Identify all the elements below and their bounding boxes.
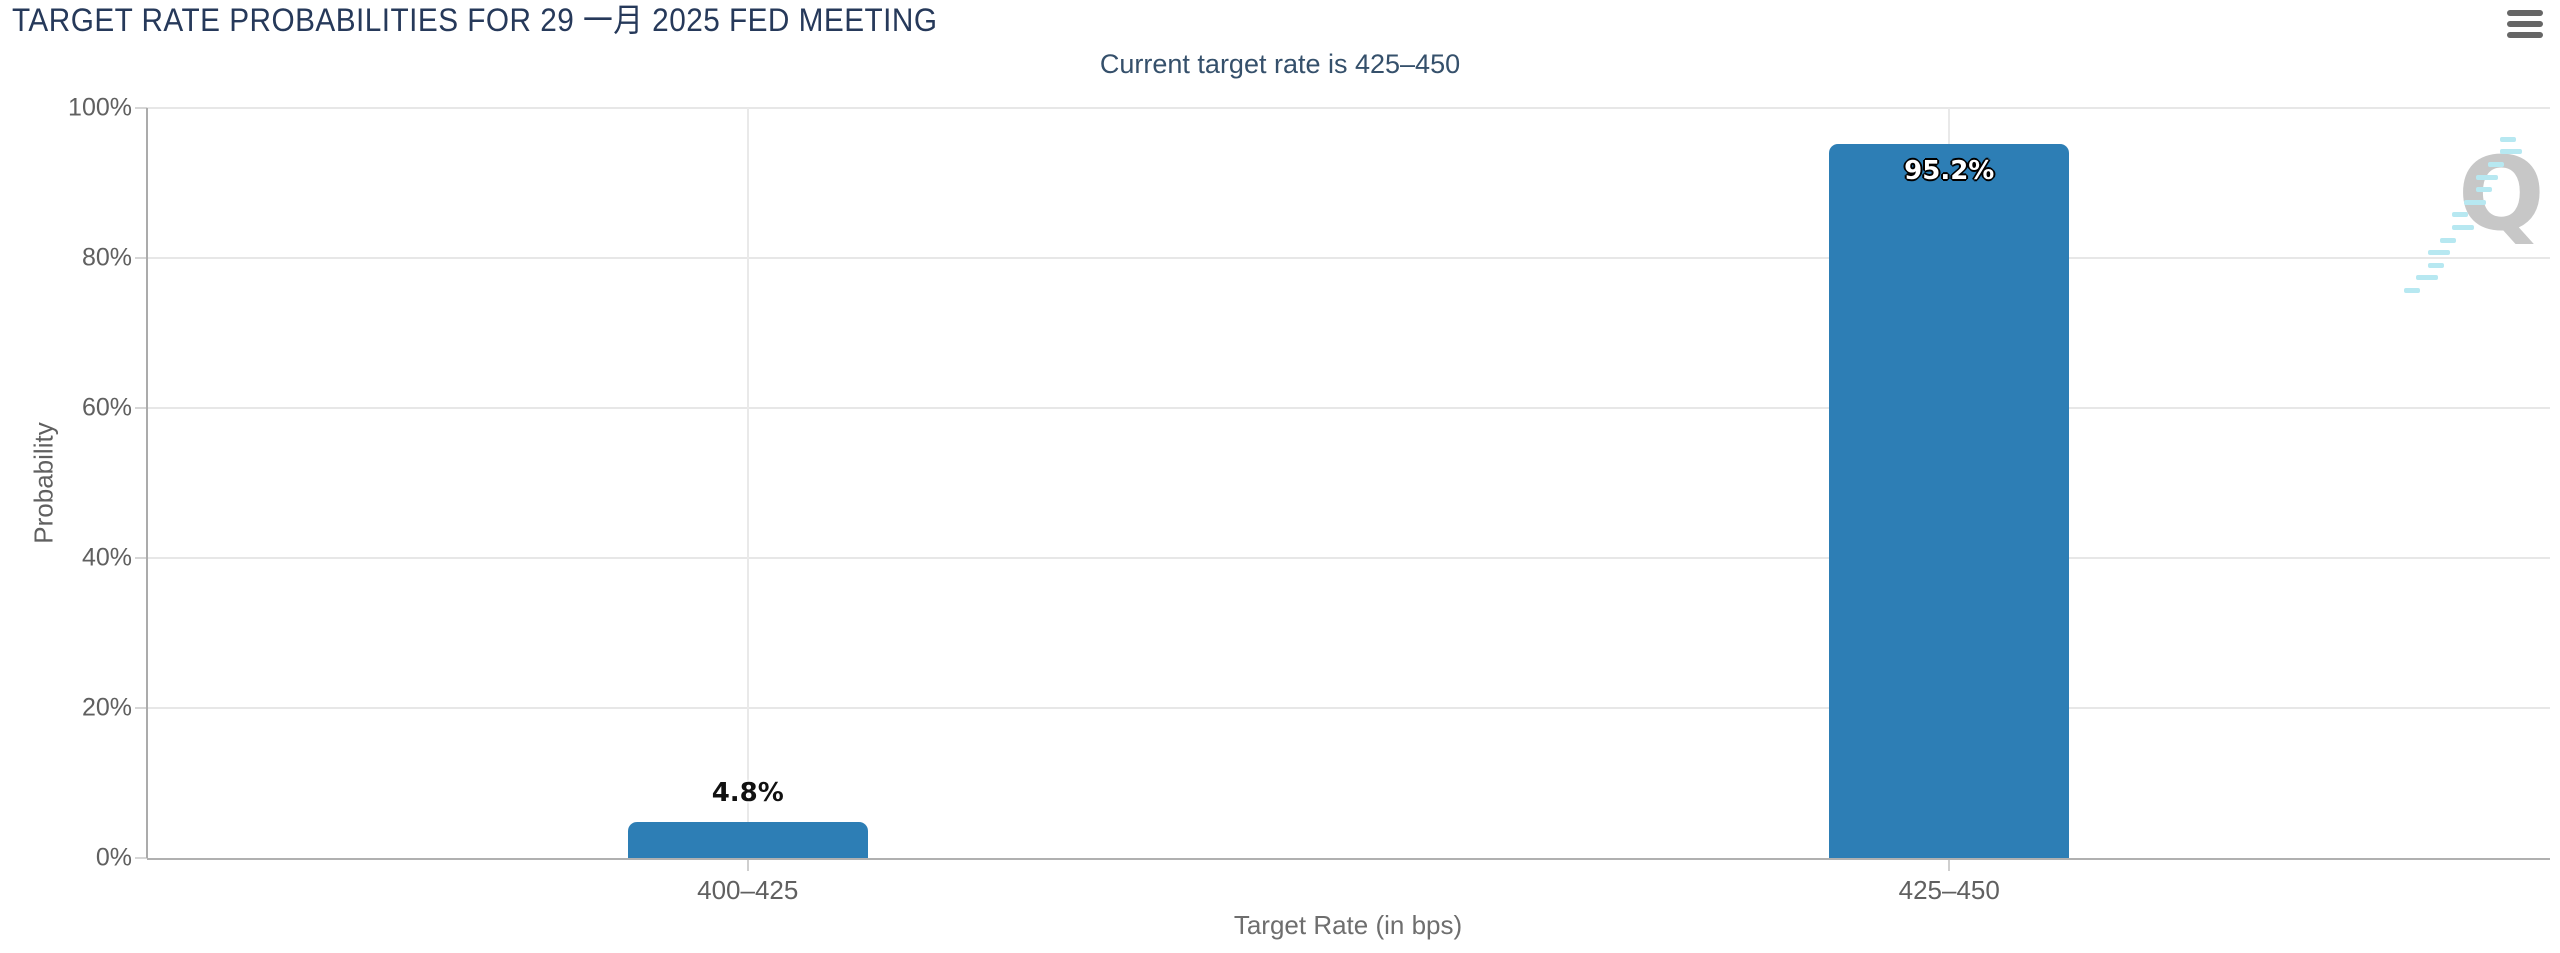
x-axis-line [147, 858, 2550, 860]
gridline-horizontal [147, 557, 2550, 559]
y-axis-tick-label: 100% [68, 93, 132, 122]
bar-value-label: 4.8% [711, 778, 784, 808]
plot-area: 4.8% 95.2% [147, 107, 2550, 858]
y-axis-tick [135, 557, 147, 559]
chart-bar[interactable] [1829, 144, 2070, 858]
y-axis-tick [135, 257, 147, 259]
gridline-horizontal [147, 257, 2550, 259]
x-axis-category-label: 425–450 [1898, 875, 2000, 905]
bar-value-label: 95.2% [1904, 156, 1995, 186]
y-axis-tick-label: 20% [81, 693, 132, 722]
y-axis-tick [135, 707, 147, 709]
y-axis-title: Probability [28, 422, 59, 544]
x-axis-tick [1948, 860, 1951, 871]
chart-subtitle: Current target rate is 425–450 [1099, 49, 1461, 79]
gridline-horizontal [147, 407, 2550, 409]
x-axis-category-label: 400–425 [697, 875, 799, 905]
hamburger-icon [2507, 10, 2543, 16]
x-axis-tick [746, 860, 749, 871]
x-axis-title: Target Rate (in bps) [1233, 910, 1463, 940]
y-axis-tick-label: 40% [81, 543, 132, 572]
gridline-horizontal [147, 107, 2550, 109]
chart-title: TARGET RATE PROBABILITIES FOR 29 一月 2025… [12, 2, 938, 38]
y-axis-tick-label: 0% [95, 843, 132, 872]
gridline-vertical [746, 108, 749, 858]
chart-bar[interactable] [627, 822, 868, 858]
y-axis-tick-label: 60% [81, 393, 132, 422]
y-axis-tick [135, 407, 147, 409]
hamburger-icon [2507, 21, 2543, 27]
y-axis-tick [135, 857, 147, 859]
y-axis-tick-label: 80% [81, 243, 132, 272]
gridline-horizontal [147, 707, 2550, 709]
y-axis-line [146, 108, 148, 858]
chart-menu-button[interactable] [2504, 8, 2546, 40]
hamburger-icon [2507, 32, 2543, 38]
y-axis-tick [135, 107, 147, 109]
